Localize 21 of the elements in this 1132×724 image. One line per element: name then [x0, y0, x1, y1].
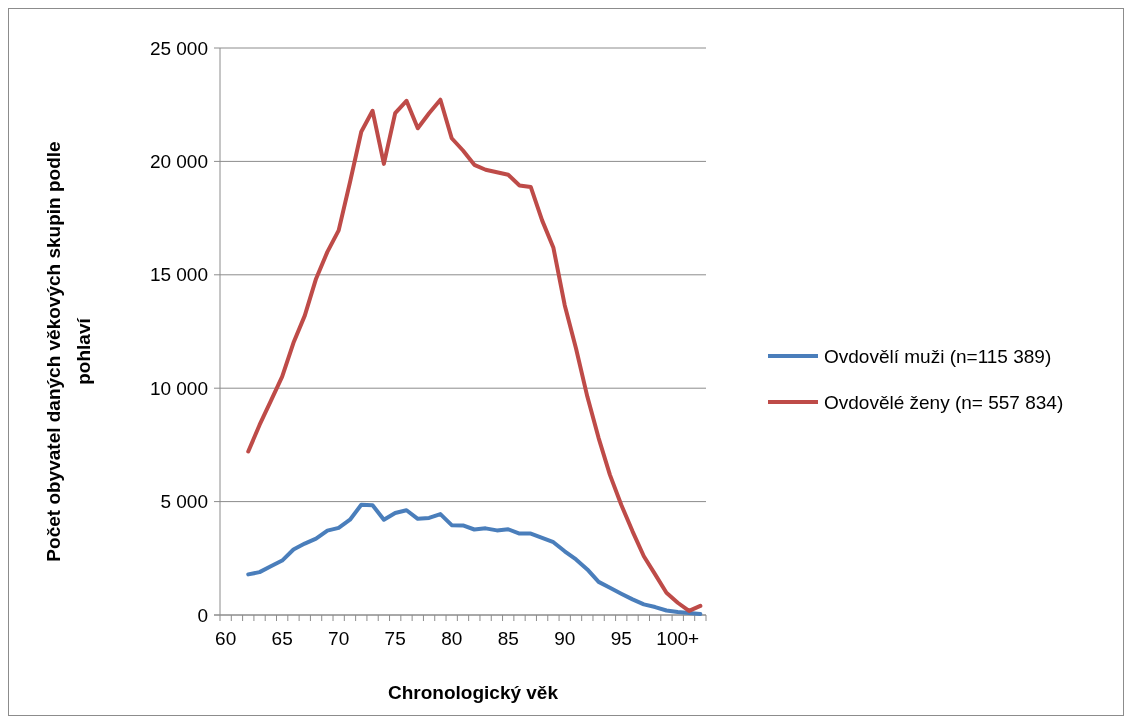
y-tick-label: 15 000: [149, 264, 208, 286]
x-tick-label: 70: [328, 628, 350, 649]
x-tick-label: 80: [441, 628, 463, 649]
x-tick-label: 60: [215, 628, 237, 649]
y-tick-label: 20 000: [149, 151, 208, 173]
x-tick-label: 100+: [656, 628, 700, 649]
x-tick-label: 65: [271, 628, 293, 649]
x-axis-title: Chronologický věk: [388, 682, 559, 703]
y-tick-label: 25 000: [149, 37, 208, 59]
y-axis-title: Počet obyvatel daných věkových skupin podle pohlaví: [43, 141, 94, 562]
legend-label: Ovdovělé ženy (n= 557 834): [824, 391, 1064, 413]
y-tick-label: 0: [197, 604, 208, 626]
y-tick-label: 5 000: [160, 491, 208, 513]
x-tick-label: 95: [610, 628, 632, 649]
legend-label: Ovdovělí muži (n=115 389): [824, 345, 1052, 367]
line-series: [246, 97, 703, 613]
x-tick-label: 75: [384, 628, 406, 649]
x-tick-label: 85: [497, 628, 519, 649]
x-tick-label: 90: [554, 628, 576, 649]
y-tick-label: 10 000: [149, 377, 208, 399]
line-series: [246, 502, 703, 617]
